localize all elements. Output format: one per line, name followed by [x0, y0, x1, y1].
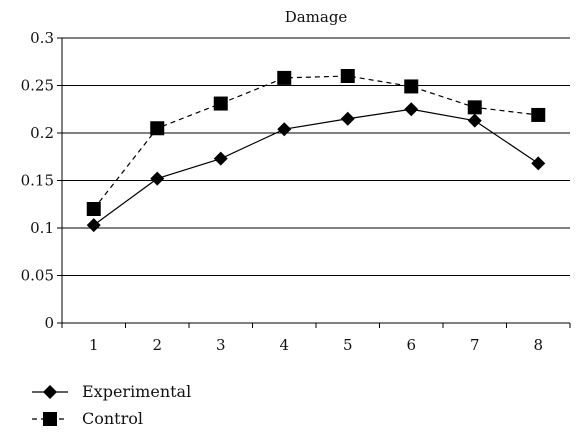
point-experimental: [531, 156, 546, 171]
point-experimental: [340, 111, 355, 126]
point-control: [213, 96, 228, 111]
y-tick-label: 0: [44, 314, 54, 332]
y-tick-label: 0.3: [30, 29, 54, 47]
y-tick-label: 0.05: [21, 267, 54, 285]
point-control: [467, 100, 482, 115]
point-experimental: [86, 218, 101, 233]
x-tick-label: 6: [406, 336, 416, 354]
legend-square-icon: [32, 411, 68, 426]
point-control: [86, 202, 101, 216]
axes: 0 0.05 0.1 0.15 0.2 0.25 0.3 1 2 3 4 5 6 7 8: [21, 29, 571, 354]
gridlines: [62, 37, 570, 276]
legend: Experimental Control: [30, 378, 191, 432]
x-tick-label: 7: [470, 336, 480, 354]
y-tick-label: 0.2: [30, 124, 54, 142]
legend-item-control: Control: [30, 405, 191, 432]
x-tick-label: 2: [152, 336, 162, 354]
y-tick-label: 0.15: [21, 172, 54, 190]
y-tick-label: 0.1: [30, 219, 54, 237]
point-control: [404, 79, 419, 94]
point-control: [531, 107, 546, 122]
series-line-control: [93, 75, 539, 210]
point-experimental: [467, 113, 482, 128]
legend-label-control: Control: [82, 409, 144, 428]
legend-diamond-icon: [32, 384, 68, 399]
legend-label-experimental: Experimental: [82, 382, 192, 401]
point-experimental: [150, 171, 165, 186]
series-line-experimental: [93, 108, 539, 226]
chart-title: Damage: [285, 8, 348, 26]
series-layer: [86, 69, 546, 233]
point-control: [277, 70, 292, 85]
x-tick-label: 5: [343, 336, 353, 354]
x-tick-label: 3: [216, 336, 226, 354]
legend-item-experimental: Experimental: [30, 378, 191, 405]
point-control: [150, 121, 165, 136]
point-experimental: [213, 151, 228, 166]
y-tick-label: 0.25: [21, 77, 54, 95]
x-tick-label: 8: [533, 336, 543, 354]
x-tick-label: 1: [89, 336, 99, 354]
x-tick-label: 4: [279, 336, 289, 354]
point-experimental: [404, 102, 419, 117]
point-experimental: [277, 122, 292, 137]
point-control: [340, 69, 355, 83]
